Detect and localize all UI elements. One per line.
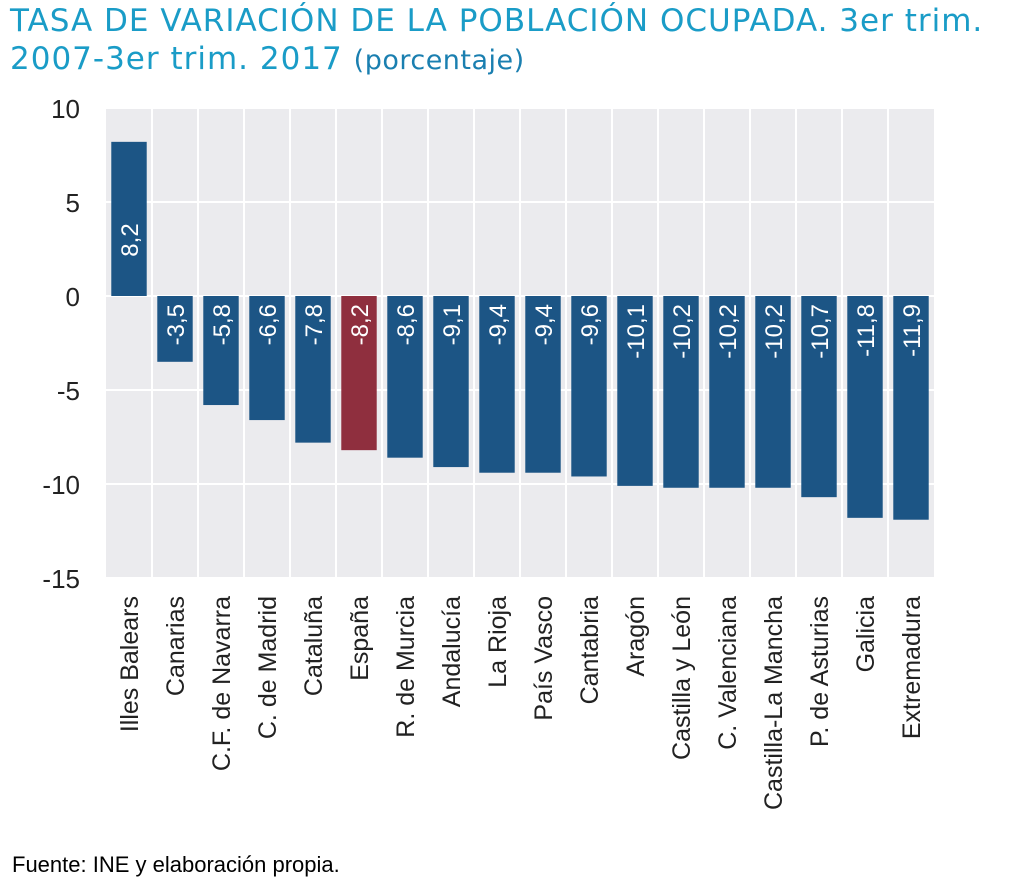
y-tick-label: 10 — [51, 94, 80, 124]
chart-title: TASA DE VARIACIÓN DE LA POBLACIÓN OCUPAD… — [10, 2, 1000, 80]
bar — [893, 296, 929, 520]
y-tick-label: 0 — [66, 282, 80, 312]
x-tick-label: Illes Balears — [116, 596, 144, 732]
bar — [663, 296, 699, 488]
data-label: -10,7 — [807, 304, 834, 359]
bar — [571, 296, 607, 477]
data-label: -10,2 — [761, 304, 788, 359]
data-label: -8,2 — [347, 304, 374, 345]
data-label: -5,8 — [209, 304, 236, 345]
bar — [203, 296, 239, 406]
bar — [111, 141, 147, 296]
x-tick-label: C. de Madrid — [254, 596, 282, 739]
bar — [295, 296, 331, 443]
y-tick-label: -10 — [42, 470, 80, 500]
x-tick-label: La Rioja — [484, 596, 512, 688]
bar — [157, 296, 193, 362]
data-label: -10,2 — [715, 304, 742, 359]
x-tick-label: P. de Asturias — [806, 596, 834, 747]
bar — [755, 296, 791, 488]
data-label: -10,2 — [669, 304, 696, 359]
data-label: 8,2 — [117, 223, 144, 256]
x-tick-label: País Vasco — [530, 596, 558, 721]
bar — [525, 296, 561, 473]
bar — [433, 296, 469, 468]
x-tick-label: R. de Murcia — [392, 596, 420, 738]
y-tick-label: -5 — [57, 376, 80, 406]
x-tick-label: C.F. de Navarra — [208, 596, 236, 771]
x-tick-label: Cataluña — [300, 596, 328, 696]
x-tick-label: Galicia — [852, 596, 880, 673]
x-tick-label: Castilla y León — [668, 596, 696, 760]
x-tick-label: Castilla-La Mancha — [760, 596, 788, 810]
data-label: -10,1 — [623, 304, 650, 359]
data-label: -6,6 — [255, 304, 282, 345]
bar — [847, 296, 883, 518]
chart-title-main: TASA DE VARIACIÓN DE LA POBLACIÓN OCUPAD… — [10, 3, 984, 77]
y-tick-label: -15 — [42, 564, 80, 594]
data-label: -9,6 — [577, 304, 604, 345]
bar — [249, 296, 285, 421]
chart-title-unit: (porcentaje) — [353, 45, 525, 76]
x-tick-label: C. Valenciana — [714, 596, 742, 750]
source-note: Fuente: INE y elaboración propia. — [12, 852, 340, 877]
data-label: -11,8 — [853, 304, 880, 357]
bar — [387, 296, 423, 458]
data-label: -3,5 — [163, 304, 190, 345]
data-label: -9,1 — [439, 304, 466, 345]
y-tick-label: 5 — [66, 188, 80, 218]
data-label: -9,4 — [531, 304, 558, 345]
x-tick-label: Andalucía — [438, 596, 466, 707]
bar — [479, 296, 515, 473]
bar — [617, 296, 653, 486]
x-tick-label: Canarias — [162, 596, 190, 696]
data-label: -11,9 — [899, 304, 926, 357]
data-label: -9,4 — [485, 304, 512, 345]
x-tick-label: Extremadura — [898, 596, 926, 739]
x-tick-label: Cantabria — [576, 596, 604, 704]
bar — [709, 296, 745, 488]
data-label: -7,8 — [301, 304, 328, 345]
bar-chart: 10 5 0 -5 -10 -15 8,2 Illes Balears -3,5 Canarias… — [42, 94, 934, 810]
data-label: -8,6 — [393, 304, 420, 345]
bar — [341, 296, 377, 451]
x-tick-label: Aragón — [622, 596, 650, 677]
bar — [801, 296, 837, 498]
x-tick-label: España — [346, 596, 374, 681]
